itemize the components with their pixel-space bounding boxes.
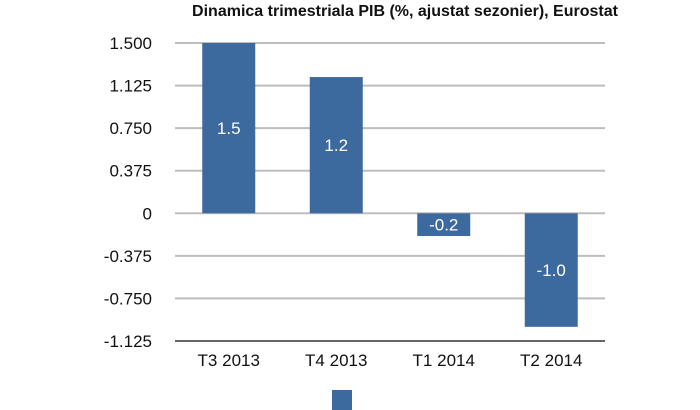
bar [309,77,363,214]
data-label: -1.0 [537,261,566,280]
data-label: -0.2 [429,216,458,235]
legend-swatch [332,390,352,410]
y-tick-label: -1.125 [104,332,152,351]
y-tick-label: -0.750 [104,289,152,308]
y-tick-label: -0.375 [104,247,152,266]
bar [417,213,471,236]
x-tick-label: T1 2014 [413,351,475,370]
y-tick-label: 0.375 [109,162,152,181]
x-tick-label: T2 2014 [520,351,582,370]
y-tick-label: 1.500 [109,34,152,53]
y-tick-label: 1.125 [109,77,152,96]
bar [524,213,578,327]
chart-title: Dinamica trimestriala PIB (%, ajustat se… [192,3,618,20]
x-tick-label: T3 2013 [198,351,260,370]
bar [202,43,256,214]
y-tick-label: 0.750 [109,119,152,138]
x-tick-label: T4 2013 [305,351,367,370]
data-label: 1.2 [324,136,348,155]
y-tick-label: 0 [143,204,152,223]
data-label: 1.5 [217,119,241,138]
